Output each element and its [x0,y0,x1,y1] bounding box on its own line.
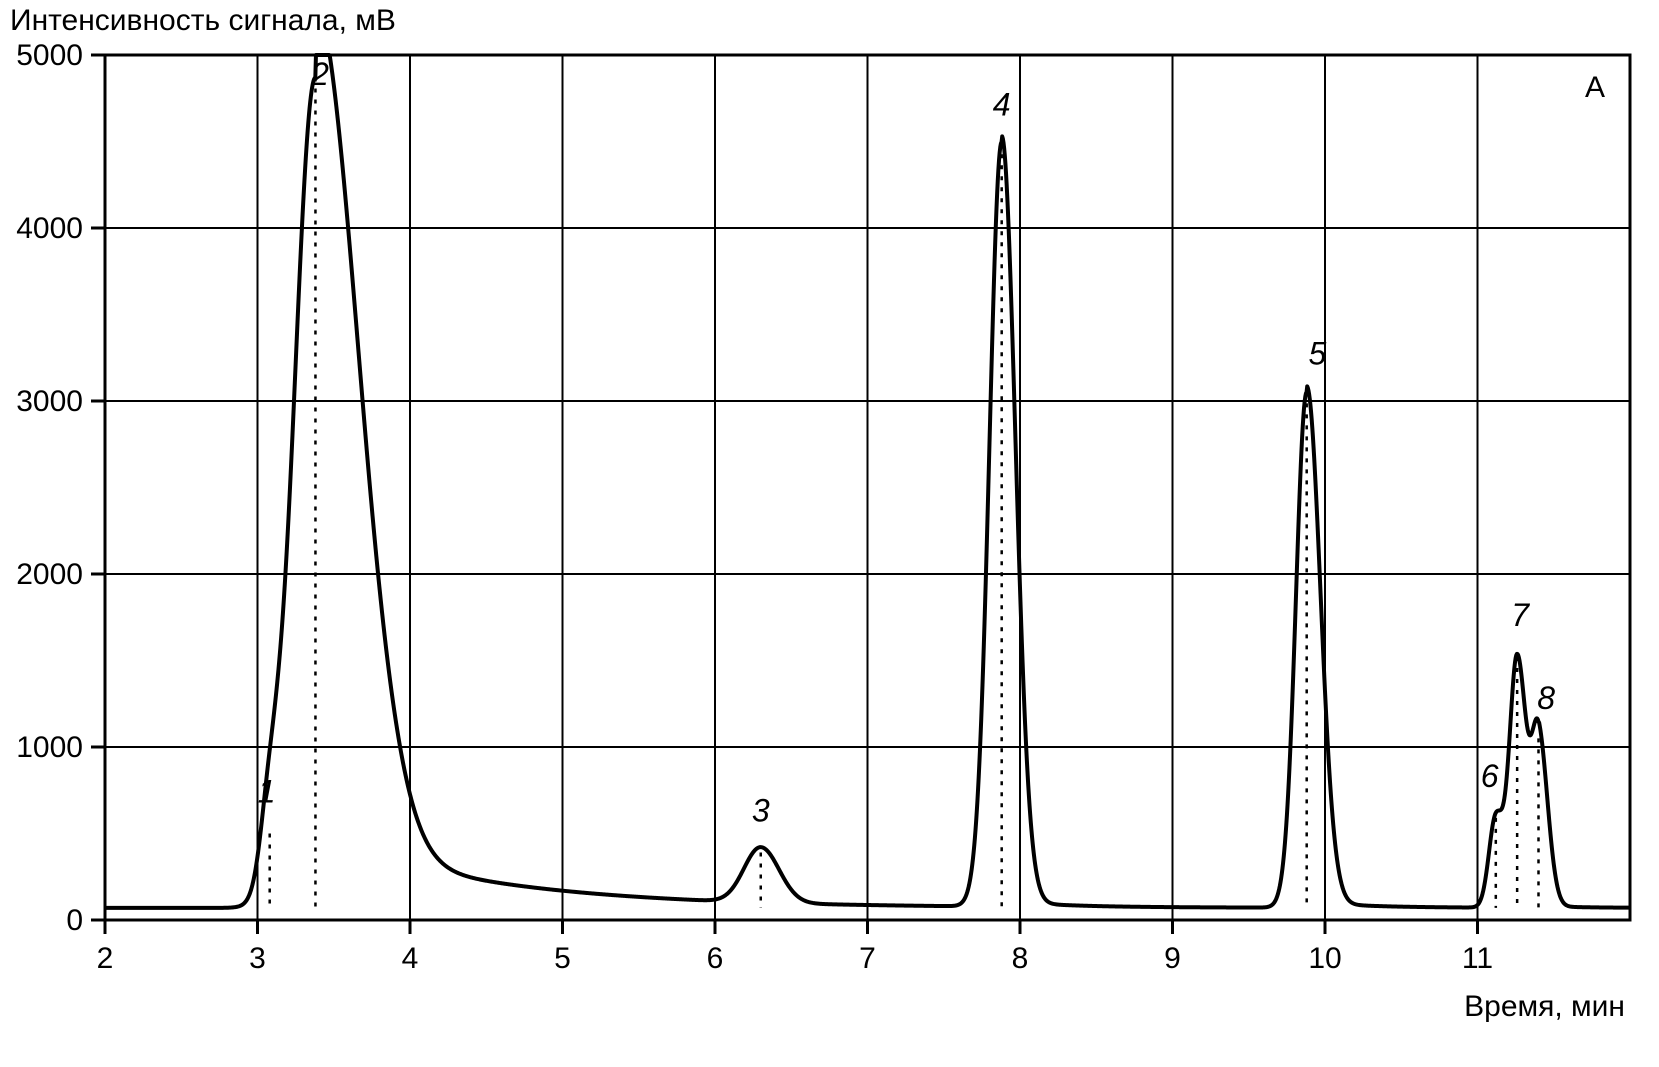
peak-label-7: 7 [1511,597,1530,633]
peak-label-3: 3 [752,792,770,828]
peak-label-6: 6 [1481,758,1499,794]
y-tick-label: 4000 [16,212,83,245]
x-tick-label: 11 [1462,942,1493,975]
x-tick-label: 7 [859,942,876,975]
x-tick-label: 2 [97,942,114,975]
peak-label-8: 8 [1537,680,1555,716]
x-tick-label: 3 [249,942,266,975]
peak-label-1: 1 [258,773,276,809]
x-tick-label: 10 [1308,942,1341,975]
peak-label-2: 2 [310,56,329,92]
y-tick-label: 3000 [16,385,83,418]
chart-svg: 2 3 4 5 6 7 8 9 10 11 0 1000 2000 3000 4000 5000Интенси… [0,0,1659,1067]
y-tick-label: 0 [66,904,83,937]
x-tick-label: 9 [1164,942,1181,975]
x-tick-label: 4 [402,942,419,975]
y-axis-title: Интенсивность сигнала, мВ [10,4,396,37]
x-tick-label: 8 [1012,942,1029,975]
peak-label-4: 4 [993,87,1011,123]
chromatogram-chart: 2 3 4 5 6 7 8 9 10 11 0 1000 2000 3000 4000 5000Интенси… [0,0,1659,1067]
x-tick-label: 5 [554,942,571,975]
panel-label: А [1585,71,1605,104]
x-tick-label: 6 [707,942,724,975]
y-tick-label: 5000 [16,39,83,72]
y-tick-label: 2000 [16,558,83,591]
y-tick-label: 1000 [16,731,83,764]
peak-label-5: 5 [1308,336,1326,372]
x-axis-title: Время, мин [1464,990,1625,1023]
